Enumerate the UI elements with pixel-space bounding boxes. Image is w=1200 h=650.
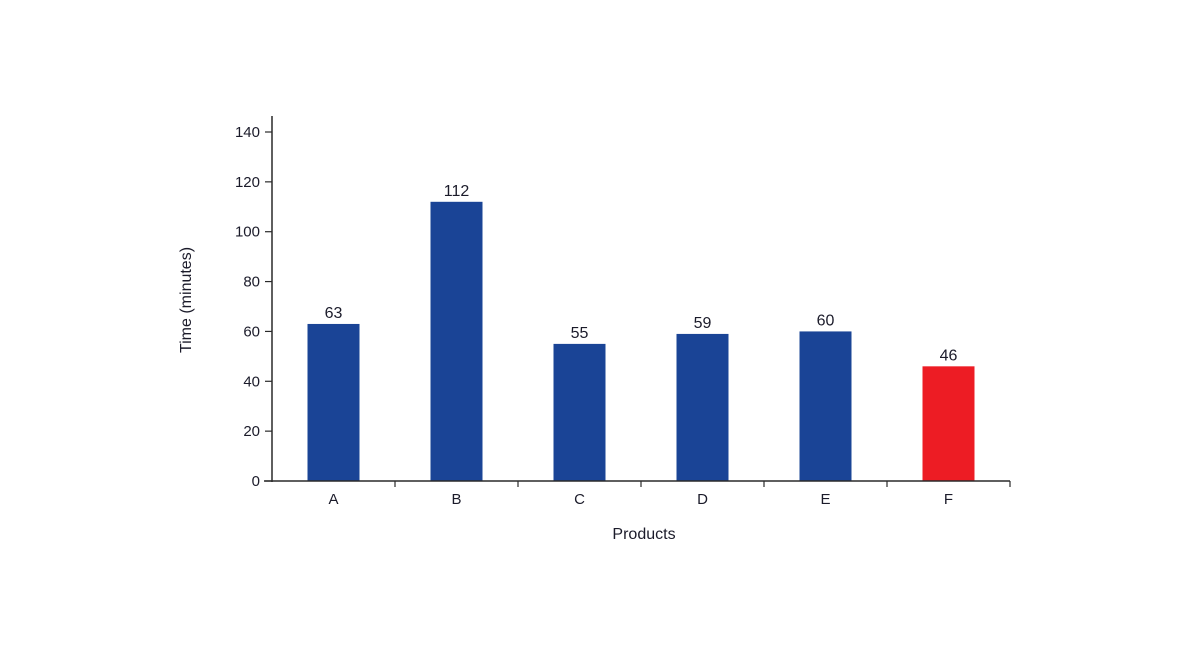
bar-e — [799, 331, 852, 481]
y-tick-label: 0 — [252, 473, 260, 490]
x-tick-label: C — [574, 491, 585, 508]
x-axis-title: Products — [612, 526, 675, 543]
data-label-e: 60 — [817, 312, 835, 329]
x-tick-label: A — [328, 491, 338, 508]
y-tick-label: 120 — [235, 174, 260, 191]
bar-c — [553, 343, 606, 481]
y-tick-label: 140 — [235, 124, 260, 141]
y-axis-title: Time (minutes) — [178, 247, 195, 353]
x-axis: A B C D E F — [264, 480, 1011, 508]
x-tick-label: E — [820, 491, 830, 508]
y-axis: 0 20 40 60 80 100 120 140 — [235, 116, 273, 490]
x-tick-label: D — [697, 491, 708, 508]
x-tick-label: F — [944, 491, 953, 508]
bars-layer: 63 112 55 59 60 46 — [307, 183, 975, 482]
y-tick-label: 60 — [243, 323, 260, 340]
bar-f — [922, 366, 975, 481]
y-tick-label: 20 — [243, 423, 260, 440]
data-label-a: 63 — [325, 305, 343, 322]
x-tick-label: B — [451, 491, 461, 508]
data-label-c: 55 — [571, 325, 589, 342]
data-label-b: 112 — [444, 183, 470, 200]
bar-d — [676, 333, 729, 481]
data-label-d: 59 — [694, 315, 712, 332]
data-label-f: 46 — [940, 347, 958, 364]
y-tick-label: 80 — [243, 274, 260, 291]
bar-b — [430, 201, 483, 482]
y-tick-label: 40 — [243, 373, 260, 390]
bar-a — [307, 323, 360, 481]
y-tick-label: 100 — [235, 224, 260, 241]
